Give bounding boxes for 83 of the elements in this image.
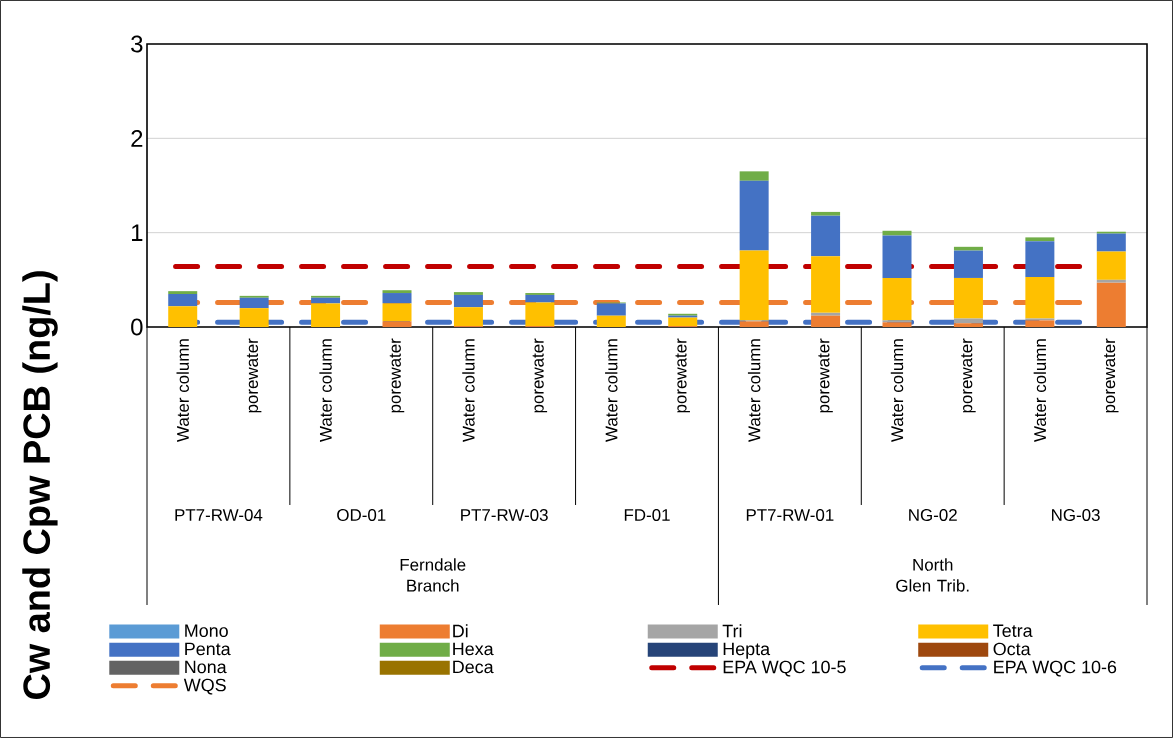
bar (1096, 279, 1126, 283)
x-tick-label: porewater (675, 338, 690, 413)
x-tick-label: porewater (389, 338, 405, 413)
bar (668, 317, 698, 327)
x-tick-label: Water column (462, 339, 475, 442)
legend-label: Nona (185, 660, 227, 674)
text: FD-01 (624, 508, 670, 521)
bar (596, 315, 626, 327)
legend-label: Octa (993, 642, 1031, 656)
legend-label: Di (453, 624, 468, 638)
bar (239, 308, 269, 327)
bar (596, 303, 626, 316)
bar (168, 293, 198, 307)
text: NG-03 (1052, 508, 1100, 521)
x-tick-label: porewater (246, 338, 262, 413)
x-tick-label: Water column (605, 339, 618, 442)
bar (739, 171, 769, 181)
bar (525, 302, 555, 327)
bar (882, 235, 912, 278)
bar (811, 215, 841, 257)
legend-label: Mono (185, 624, 228, 638)
bar (811, 256, 841, 313)
text: PT7-RW-03 (461, 508, 548, 521)
bar (453, 292, 483, 295)
x-tick-label: Water column (176, 339, 189, 442)
bar (1025, 277, 1055, 319)
bar (239, 297, 269, 309)
text: PT7-RW-01 (746, 508, 834, 521)
bar (811, 312, 841, 316)
bar (953, 323, 983, 327)
bar (953, 250, 983, 278)
bar (382, 321, 412, 327)
legend-label: Hexa (453, 642, 494, 656)
x-tick-label: porewater (818, 338, 833, 413)
bar (1025, 237, 1055, 242)
legend-label: Tetra (993, 624, 1033, 638)
bar (525, 294, 555, 303)
text: NG-02 (909, 508, 957, 521)
bar (168, 291, 198, 294)
legend-label: Penta (185, 642, 231, 656)
legend-label: EPA WQC 10-6 (994, 660, 1117, 677)
bar (382, 303, 412, 322)
x-tick-label: Water column (890, 339, 904, 442)
bar (382, 290, 412, 294)
legend-label: Deca (453, 660, 494, 674)
bar (739, 180, 769, 251)
bar (882, 322, 912, 327)
bar (382, 293, 412, 304)
legend-label: WQS (183, 678, 226, 695)
bar (882, 277, 912, 321)
bar (739, 250, 769, 321)
legend-label: Hepta (723, 642, 771, 659)
legend-label: Tri (722, 624, 742, 638)
bar (1025, 241, 1055, 277)
bar (811, 315, 841, 327)
bar (811, 211, 841, 216)
y-axis-title: Cw and Cpw PCB (ng/L) (22, 271, 58, 700)
x-tick-label: porewater (961, 338, 976, 413)
y-tick-label: 1 (132, 224, 143, 241)
legend-label: EPA WQC 10-5 (723, 660, 846, 677)
bar (453, 294, 483, 308)
bar (453, 307, 483, 327)
text: North Glen Trib. (896, 558, 969, 592)
bar (311, 303, 341, 327)
text: OD-01 (337, 508, 386, 521)
bar (1096, 282, 1126, 327)
x-tick-label: porewater (1104, 338, 1119, 413)
y-tick-label: 3 (131, 35, 143, 53)
y-tick-label: 0 (131, 318, 143, 336)
bar (953, 246, 983, 251)
text: Ferndale Branch (400, 558, 466, 592)
bar (168, 306, 198, 327)
bar (1096, 233, 1126, 252)
y-tick-label: 2 (131, 129, 143, 147)
x-tick-label: Water column (319, 339, 332, 442)
bar (953, 277, 983, 319)
bar (1096, 251, 1126, 280)
x-tick-label: porewater (532, 338, 548, 413)
text: PT7-RW-04 (175, 508, 263, 521)
bar (739, 321, 769, 327)
x-tick-label: Water column (747, 339, 761, 442)
x-tick-label: Water column (1033, 339, 1047, 442)
bar (1025, 320, 1055, 327)
